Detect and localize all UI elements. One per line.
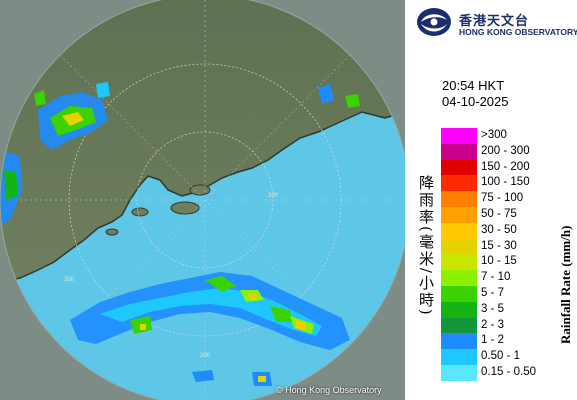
legend-label: 30 - 50	[481, 223, 517, 236]
range-label: 200	[268, 193, 279, 199]
legend-swatch	[441, 222, 477, 239]
legend-row: 10 - 15	[441, 254, 571, 271]
legend-swatch	[441, 175, 477, 192]
legend-swatch	[441, 238, 477, 255]
range-label: 200	[200, 353, 211, 359]
rain-echo-south-band	[70, 272, 350, 386]
legend-label: 200 - 300	[481, 144, 530, 157]
hko-logo-icon	[417, 8, 451, 36]
legend-title-english-wrap: Rainfall Rate (mm/h)	[555, 168, 577, 348]
radar-time: 20:54 HKT	[442, 78, 505, 93]
legend-label: 75 - 100	[481, 192, 524, 205]
legend-swatch	[441, 364, 477, 381]
legend-label: 100 - 150	[481, 176, 530, 189]
legend-title-chinese: 降雨率(毫米/小時)	[417, 175, 435, 317]
logo-english-name: HONG KONG OBSERVATORY	[459, 27, 577, 37]
range-label: 200	[64, 277, 75, 283]
legend-label: 15 - 30	[481, 239, 517, 252]
copyright-text: © Hong Kong Observatory	[276, 385, 382, 395]
legend-swatch	[441, 301, 477, 318]
legend-swatch	[441, 128, 477, 144]
legend-swatch	[441, 159, 477, 176]
legend-label: 0.15 - 0.50	[481, 365, 536, 378]
legend-swatch	[441, 206, 477, 223]
legend-label: >300	[481, 129, 507, 141]
legend-swatch	[441, 333, 477, 350]
rain-echo-northwest	[0, 82, 360, 225]
legend-swatch	[441, 143, 477, 160]
legend-row: 7 - 10	[441, 270, 571, 286]
legend-label: 7 - 10	[481, 271, 511, 284]
legend-row: 75 - 100	[441, 191, 571, 207]
legend-swatch	[441, 285, 477, 302]
legend-row: 15 - 30	[441, 238, 571, 255]
legend-row: 150 - 200	[441, 159, 571, 176]
legend-row: 3 - 5	[441, 301, 571, 318]
legend-swatch	[441, 254, 477, 271]
rainfall-legend: >300 200 - 300 150 - 200 100 - 150 75 - 100 5…	[441, 128, 571, 381]
radar-date: 04-10-2025	[442, 94, 509, 109]
legend-swatch	[441, 270, 477, 286]
legend-label: 2 - 3	[481, 318, 505, 331]
legend-row: 5 - 7	[441, 285, 571, 302]
legend-row: 100 - 150	[441, 175, 571, 192]
legend-label: 0.50 - 1	[481, 350, 520, 363]
legend-row: >300	[441, 128, 571, 144]
legend-label: 10 - 15	[481, 255, 517, 268]
legend-row: 50 - 75	[441, 206, 571, 223]
legend-title-english: Rainfall Rate (mm/h)	[558, 225, 573, 344]
legend-label: 150 - 200	[481, 160, 530, 173]
land-mass	[0, 0, 405, 282]
legend-row: 30 - 50	[441, 222, 571, 239]
legend-row: 200 - 300	[441, 143, 571, 160]
legend-swatch	[441, 349, 477, 365]
logo-chinese-name: 香港天文台	[459, 14, 530, 29]
hko-logo[interactable]: 香港天文台 HONG KONG OBSERVATORY	[415, 6, 577, 42]
legend-label: 3 - 5	[481, 302, 505, 315]
legend-row: 0.15 - 0.50	[441, 364, 571, 381]
legend-row: 2 - 3	[441, 317, 571, 334]
legend-row: 0.50 - 1	[441, 349, 571, 365]
legend-label: 1 - 2	[481, 334, 505, 347]
legend-swatch	[441, 317, 477, 334]
legend-label: 50 - 75	[481, 207, 517, 220]
legend-swatch	[441, 191, 477, 207]
legend-row: 1 - 2	[441, 333, 571, 350]
legend-panel: 香港天文台 HONG KONG OBSERVATORY 20:54 HKT 04…	[405, 0, 577, 400]
legend-label: 5 - 7	[481, 286, 505, 299]
radar-map[interactable]: 200 200 200 © Hong Kong Observatory	[0, 0, 405, 400]
